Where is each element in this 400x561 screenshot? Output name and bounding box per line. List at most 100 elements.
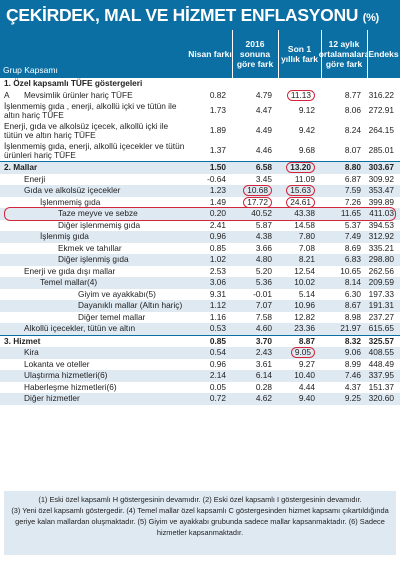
cell-value: -0.01 [253, 288, 272, 299]
cell-value: 8.06 [344, 105, 361, 116]
row-label: Lokanta ve oteller [24, 358, 90, 369]
row-label: Ekmek ve tahıllar [58, 242, 122, 253]
table-row: Dayanıklı mallar (Altın hariç) 1.12 7.07 10… [0, 300, 400, 312]
cell-value: 8.87 [278, 334, 321, 347]
cell-value: 0.85 [188, 334, 232, 347]
row-label: İşlenmemiş gıda [40, 196, 101, 207]
cell-value: 1.89 [209, 125, 226, 136]
cell-value: 312.92 [367, 231, 400, 243]
highlight-circle: 11.13 [286, 89, 315, 101]
row-label: A Mevsimlik ürünler hariç TÜFE [0, 90, 188, 102]
highlight-circle: 17.72 [243, 196, 272, 208]
table-row: D(3)İşlenmemiş gıda, enerji, alkollü içe… [0, 141, 400, 162]
cell-value: 408.55 [367, 347, 400, 359]
cell-value: 5.14 [298, 288, 315, 299]
cell-value: 7.80 [278, 231, 321, 243]
cell-value: 23.36 [278, 323, 321, 335]
cell-value: 7.07 [232, 300, 278, 312]
footnotes: (1) Eski özel kapsamlı H göstergesinin d… [4, 491, 396, 555]
table-row: Alkollü içecekler, tütün ve altın 0.53 4.6… [0, 323, 400, 335]
cell-value: 4.62 [232, 393, 278, 405]
cell-value: 7.46 [321, 370, 367, 382]
row-label: Diğer işlenmiş gıda [0, 254, 188, 266]
row-label: B(1)İşlenmemiş gıda , enerji, alkollü iç… [0, 101, 188, 121]
cell-value: 0.82 [209, 89, 226, 100]
cell-value: 5.36 [232, 277, 278, 289]
table-row: Diğer işlenmemiş gıda 2.41 5.87 14.58 5.37 39… [0, 220, 400, 232]
cell-value: 11.09 [294, 173, 315, 184]
cell-value: 7.49 [321, 231, 367, 243]
highlight-circle: 15.63 [286, 185, 315, 197]
table-row: Diğer hizmetler 0.72 4.62 9.40 9.25 320.60 [0, 393, 400, 405]
cell-value: 0.53 [188, 323, 232, 335]
cell-value: 7.59 [321, 185, 367, 197]
table-row: Diğer temel mallar 1.16 7.58 12.82 8.98 237.2… [0, 312, 400, 324]
cell-value: 9.27 [298, 358, 315, 369]
cell-value: 8.14 [321, 277, 367, 289]
cell-value: 3.70 [232, 334, 278, 347]
table-row: Diğer işlenmiş gıda 1.02 4.80 8.21 6.83 298.8… [0, 254, 400, 266]
row-label: Temel mallar(4) [0, 277, 188, 289]
table-row: C(2)Enerji, gıda ve alkolsüz içecek, alk… [0, 121, 400, 141]
cell-value: 4.47 [255, 105, 272, 116]
cell-value: 9.68 [298, 145, 315, 156]
cell-value: 5.87 [255, 219, 272, 230]
cell-value: 9.42 [298, 125, 315, 136]
header-12-aylik: 12 aylık ortalamalara göre fark [319, 30, 369, 78]
row-label: Diğer hizmetler [0, 393, 188, 405]
cell-value: 5.20 [255, 265, 272, 276]
table-row: Lokanta ve oteller 0.96 3.61 9.27 8.99 448.49 [0, 359, 400, 371]
cell-value: 0.20 [188, 208, 232, 220]
cell-value: 8.24 [344, 125, 361, 136]
row-label: 3. Hizmet [0, 334, 188, 347]
cell-value: 21.97 [321, 323, 367, 335]
cell-value: 8.80 [321, 161, 367, 174]
table-row: Giyim ve ayakkabı(5) 9.31 -0.01 5.14 6.30 197… [0, 289, 400, 301]
cell-value: 320.60 [367, 393, 400, 405]
cell-value: 399.89 [368, 196, 394, 207]
cell-value: 2.14 [188, 370, 232, 382]
cell-value: 6.58 [232, 161, 278, 174]
cell-value: 3.66 [255, 242, 272, 253]
cell-value: -0.64 [207, 173, 226, 184]
cell-value: 14.58 [294, 219, 315, 230]
cell-value: 8.67 [321, 300, 367, 312]
cell-value: 151.37 [368, 381, 394, 392]
cell-value: 10.65 [340, 265, 361, 276]
table-row: İşlenmemiş gıda 1.49 17.72 24.61 7.26 399.89 [0, 196, 400, 209]
row-label: Taze meyve ve sebze [0, 208, 188, 220]
row-label: Enerji [24, 173, 46, 184]
cell-value: 237.27 [368, 311, 394, 322]
table-row: Gıda ve alkolsüz içecekler 1.23 10.68 15.63… [0, 185, 400, 197]
cell-value [278, 78, 321, 90]
cell-value: 10.96 [278, 300, 321, 312]
row-label: Ulaştırma hizmetleri(6) [0, 370, 188, 382]
cell-value: 4.79 [255, 89, 272, 100]
cell-value: 9.12 [298, 105, 315, 116]
cell-value: 12.82 [294, 311, 315, 322]
cell-value: 9.05 [278, 347, 321, 359]
cell-value: 209.59 [367, 277, 400, 289]
cell-value: 303.67 [367, 161, 400, 174]
cell-value: 353.47 [367, 185, 400, 197]
highlight-circle: 24.61 [286, 196, 315, 208]
cell-value: 9.31 [209, 288, 226, 299]
cell-value: 615.65 [367, 323, 400, 335]
cell-value: 8.32 [321, 334, 367, 347]
cell-value: 411.03 [367, 208, 400, 220]
highlight-circle: 9.05 [290, 347, 315, 359]
cell-value: 7.58 [255, 311, 272, 322]
cell-value: 191.31 [367, 300, 400, 312]
cell-value: 17.72 [232, 196, 278, 209]
row-label-text: Mevsimlik ürünler hariç TÜFE [24, 89, 133, 100]
header-son-yil: Son 1 yıllık fark [278, 30, 321, 78]
cell-value: 6.30 [344, 288, 361, 299]
table-row: Temel mallar(4) 3.06 5.36 10.02 8.14 209.59 [0, 277, 400, 289]
cell-value: 325.57 [367, 334, 400, 347]
header-2016: 2016 sonuna göre fark [232, 30, 278, 78]
cell-value: 2.43 [232, 347, 278, 359]
row-label: İşlenmiş gıda [0, 231, 188, 243]
cell-value: 0.05 [209, 381, 226, 392]
cell-value: 8.99 [344, 358, 361, 369]
table-header: Grup Kapsamı Nisan farkı 2016 sonuna gör… [0, 30, 400, 78]
